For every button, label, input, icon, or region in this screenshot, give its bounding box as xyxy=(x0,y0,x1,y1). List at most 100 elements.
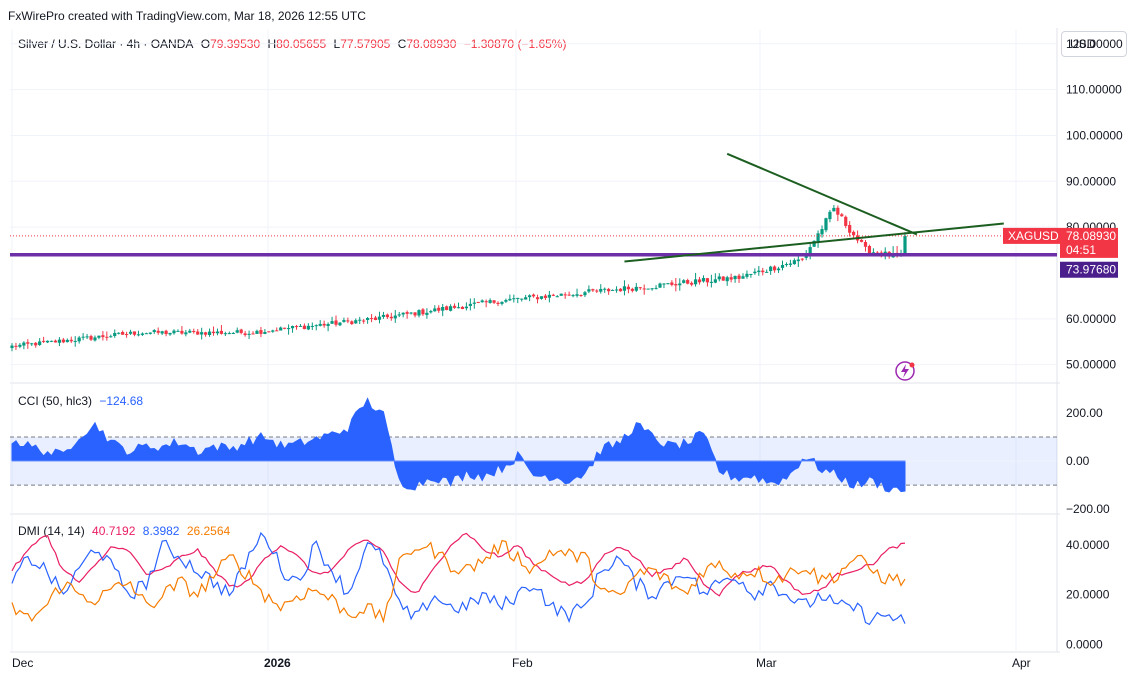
candle-body xyxy=(81,336,85,338)
candle-body xyxy=(512,298,516,300)
plus-di-value: 26.2564 xyxy=(186,524,231,538)
candle-body xyxy=(792,260,796,265)
trendline-lower xyxy=(624,222,1004,263)
candle-body xyxy=(812,240,816,247)
candle-body xyxy=(14,345,18,347)
candle-body xyxy=(89,336,93,340)
candle-body xyxy=(259,330,263,334)
candle-body xyxy=(346,320,350,322)
candle-body xyxy=(85,336,89,338)
candle-body xyxy=(22,342,26,346)
candle-body xyxy=(393,315,397,319)
candle-body xyxy=(630,288,634,291)
cci-tick-label: −200.00 xyxy=(1066,502,1110,516)
candle-body xyxy=(729,277,733,280)
candle-body xyxy=(69,339,73,342)
candle-body xyxy=(524,297,528,300)
candle-body xyxy=(717,276,721,280)
candle-body xyxy=(211,331,216,334)
candle-body xyxy=(784,264,789,266)
candle-body xyxy=(215,331,220,334)
candle-body xyxy=(674,284,678,286)
candle-body xyxy=(820,229,824,235)
dmi-tick-label: 0.0000 xyxy=(1066,638,1103,652)
candle-body xyxy=(338,322,342,326)
candle-body xyxy=(587,289,591,292)
candle-body xyxy=(733,275,737,280)
x-tick-label: Dec xyxy=(12,656,33,670)
candle-body xyxy=(650,288,654,290)
candle-body xyxy=(508,298,512,301)
candle-body xyxy=(117,332,121,334)
candle-body xyxy=(322,323,326,326)
currency-button[interactable]: USD xyxy=(1061,31,1127,57)
x-tick-label: Feb xyxy=(512,656,533,670)
candle-body xyxy=(397,314,401,316)
candle-body xyxy=(591,289,595,291)
candle-body xyxy=(318,323,322,326)
candle-body xyxy=(192,330,196,332)
candle-body xyxy=(476,301,480,303)
candle-body xyxy=(844,216,848,226)
candle-body xyxy=(124,334,129,336)
candle-body xyxy=(306,325,310,330)
candle-body xyxy=(531,294,536,297)
candle-body xyxy=(516,297,520,299)
candle-body xyxy=(314,325,318,327)
candle-body xyxy=(366,318,370,321)
candle-body xyxy=(45,340,50,343)
candle-body xyxy=(286,328,291,330)
candle-body xyxy=(836,207,840,215)
candle-body xyxy=(255,330,259,334)
candle-body xyxy=(93,337,97,341)
y-tick-label: 100.00000 xyxy=(1066,128,1123,142)
candle-body xyxy=(863,241,868,247)
candle-body xyxy=(496,302,500,304)
plus-di-line xyxy=(11,539,906,624)
candle-body xyxy=(235,330,239,333)
candle-body xyxy=(65,339,69,343)
candle-body xyxy=(445,306,449,311)
candle-body xyxy=(611,289,615,291)
candle-body xyxy=(464,306,469,309)
dmi-legend[interactable]: DMI (14, 14) 40.7192 8.3982 26.2564 xyxy=(18,524,234,538)
candle-body xyxy=(204,332,208,335)
x-tick-label: Mar xyxy=(756,656,777,670)
candle-body xyxy=(302,325,306,330)
candle-body xyxy=(196,331,200,335)
candle-body xyxy=(188,330,192,333)
candle-body xyxy=(555,296,559,298)
candle-body xyxy=(607,288,611,292)
candle-body xyxy=(310,325,314,327)
candle-body xyxy=(389,316,393,319)
candle-body xyxy=(622,286,627,291)
candle-body xyxy=(697,279,702,283)
candle-body xyxy=(42,340,46,342)
candle-body xyxy=(219,330,224,334)
candle-body xyxy=(780,264,785,268)
candle-body xyxy=(492,300,496,303)
candle-body xyxy=(737,275,741,279)
candle-body xyxy=(231,332,235,334)
candle-body xyxy=(180,330,184,334)
candle-body xyxy=(460,306,465,310)
cci-title: CCI (50, hlc3) xyxy=(18,394,93,408)
candle-body xyxy=(421,309,425,315)
candle-body xyxy=(290,325,295,329)
cci-tick-label: 0.00 xyxy=(1066,454,1090,468)
candle-body xyxy=(247,333,251,335)
candle-body xyxy=(160,331,164,334)
candle-body xyxy=(136,334,141,336)
candle-body xyxy=(828,211,832,220)
candle-body xyxy=(132,331,137,335)
candle-body xyxy=(121,332,125,335)
y-tick-label: 60.00000 xyxy=(1066,312,1116,326)
candle-body xyxy=(761,270,765,273)
candle-body xyxy=(433,308,437,312)
cci-legend[interactable]: CCI (50, hlc3) −124.68 xyxy=(18,394,147,408)
candle-body xyxy=(757,270,761,273)
candle-body xyxy=(773,266,777,271)
cci-tick-label: 200.00 xyxy=(1066,406,1103,420)
candle-body xyxy=(725,277,729,282)
